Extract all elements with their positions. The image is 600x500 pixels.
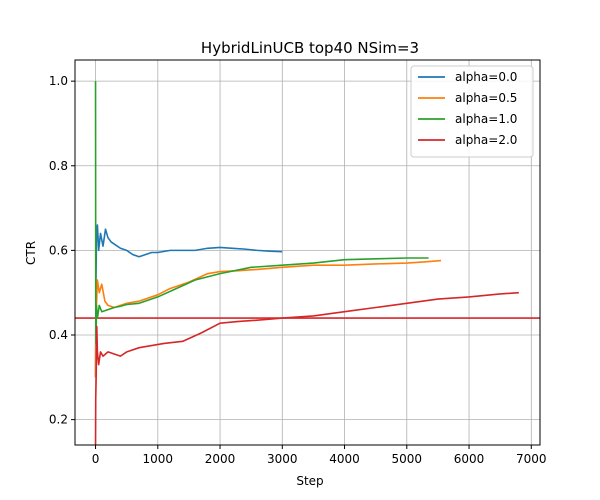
y-tick-label: 0.6 xyxy=(49,243,68,257)
series-line-alpha-2-0 xyxy=(94,291,519,446)
legend-label: alpha=1.0 xyxy=(455,112,517,126)
x-tick-label: 7000 xyxy=(516,452,547,466)
x-tick-label: 4000 xyxy=(329,452,360,466)
series-line-alpha-1-0 xyxy=(94,81,429,345)
x-tick-label: 2000 xyxy=(205,452,236,466)
y-axis-label: CTR xyxy=(24,241,38,265)
legend-label: alpha=0.0 xyxy=(455,70,517,84)
x-tick-label: 3000 xyxy=(267,452,298,466)
x-tick-label: 6000 xyxy=(454,452,485,466)
legend-label: alpha=0.5 xyxy=(455,91,517,105)
y-axis-ticks: 0.2 0.4 0.6 0.8 1.0 xyxy=(49,74,75,427)
x-tick-label: 0 xyxy=(92,452,100,466)
series-line-alpha-0-0 xyxy=(94,224,283,378)
x-tick-label: 5000 xyxy=(392,452,423,466)
x-axis-ticks: 0 1000 2000 3000 4000 5000 6000 7000 xyxy=(92,445,547,466)
x-axis-label: Step xyxy=(296,474,323,488)
plot-frame xyxy=(74,59,541,446)
x-tick-label: 1000 xyxy=(143,452,174,466)
y-tick-label: 0.8 xyxy=(49,159,68,173)
legend: alpha=0.0 alpha=0.5 alpha=1.0 alpha=2.0 xyxy=(410,65,534,158)
series-layer xyxy=(94,81,519,446)
y-tick-label: 0.2 xyxy=(49,413,68,427)
legend-box xyxy=(410,65,534,158)
chart-title: HybridLinUCB top40 NSim=3 xyxy=(201,39,419,57)
series-line-alpha-0-5 xyxy=(94,259,442,378)
y-tick-label: 1.0 xyxy=(49,74,68,88)
legend-label: alpha=2.0 xyxy=(455,133,517,147)
y-tick-label: 0.4 xyxy=(49,328,68,342)
